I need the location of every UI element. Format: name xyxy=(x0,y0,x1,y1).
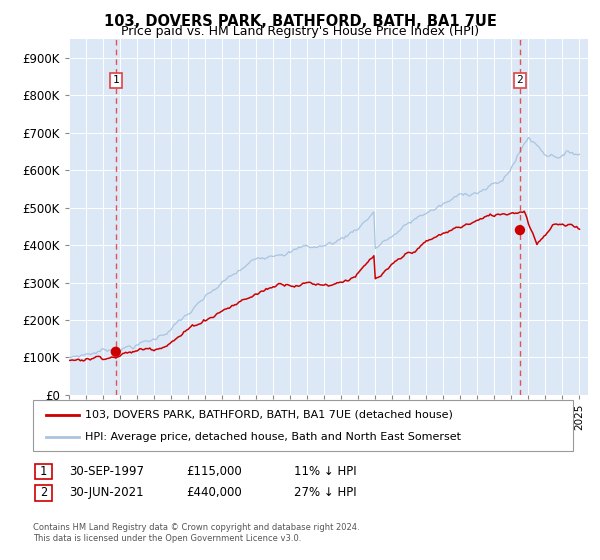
Text: 1: 1 xyxy=(40,465,47,478)
Text: £440,000: £440,000 xyxy=(186,486,242,500)
Text: £115,000: £115,000 xyxy=(186,465,242,478)
Text: Contains HM Land Registry data © Crown copyright and database right 2024.: Contains HM Land Registry data © Crown c… xyxy=(33,523,359,532)
Text: HPI: Average price, detached house, Bath and North East Somerset: HPI: Average price, detached house, Bath… xyxy=(85,432,461,442)
Text: Price paid vs. HM Land Registry's House Price Index (HPI): Price paid vs. HM Land Registry's House … xyxy=(121,25,479,38)
Text: This data is licensed under the Open Government Licence v3.0.: This data is licensed under the Open Gov… xyxy=(33,534,301,543)
Text: 30-SEP-1997: 30-SEP-1997 xyxy=(69,465,144,478)
Point xyxy=(515,226,525,235)
Text: 27% ↓ HPI: 27% ↓ HPI xyxy=(294,486,356,500)
Point xyxy=(111,347,121,356)
Text: 103, DOVERS PARK, BATHFORD, BATH, BA1 7UE: 103, DOVERS PARK, BATHFORD, BATH, BA1 7U… xyxy=(104,14,496,29)
Text: 2: 2 xyxy=(40,486,47,500)
Text: 103, DOVERS PARK, BATHFORD, BATH, BA1 7UE (detached house): 103, DOVERS PARK, BATHFORD, BATH, BA1 7U… xyxy=(85,409,453,419)
Text: 2: 2 xyxy=(517,76,523,85)
Text: 1: 1 xyxy=(112,76,119,85)
Text: 11% ↓ HPI: 11% ↓ HPI xyxy=(294,465,356,478)
Text: 30-JUN-2021: 30-JUN-2021 xyxy=(69,486,143,500)
